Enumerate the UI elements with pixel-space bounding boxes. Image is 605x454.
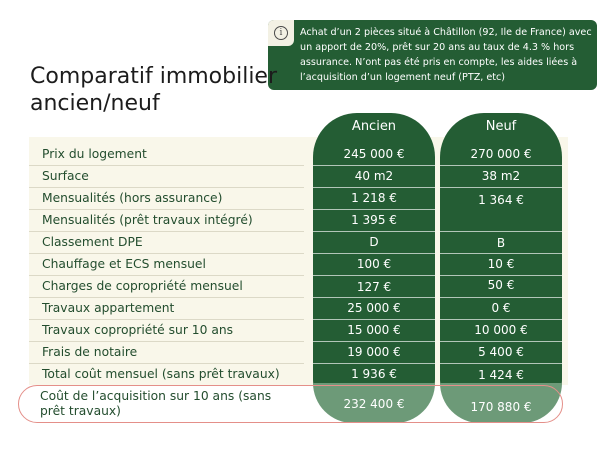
row-divider: [313, 319, 435, 320]
row-divider: [440, 363, 562, 364]
row-divider: [313, 341, 435, 342]
row-divider: [29, 253, 304, 254]
row-value-neuf: 5 400 €: [478, 345, 524, 359]
row-value-ancien: 245 000 €: [343, 147, 405, 161]
row-label: Total coût mensuel (sans prêt travaux): [42, 367, 280, 381]
table-row: Classement DPE D B: [29, 231, 568, 253]
row-value-neuf: 50 €: [487, 278, 515, 292]
column-ancien-total-area: [313, 383, 435, 423]
row-divider: [440, 275, 562, 276]
row-divider: [29, 341, 304, 342]
column-ancien: [313, 113, 435, 423]
row-label: Travaux copropriété sur 10 ans: [42, 323, 234, 337]
row-value-neuf: B: [496, 236, 506, 250]
row-value-ancien: 127 €: [356, 280, 392, 294]
row-value-neuf: 10 000 €: [474, 323, 528, 337]
row-divider: [29, 319, 304, 320]
row-divider: [29, 165, 304, 166]
row-divider: [440, 253, 562, 254]
row-divider: [440, 165, 562, 166]
row-value-neuf: 270 000 €: [470, 147, 532, 161]
row-value-ancien: D: [369, 235, 379, 249]
row-divider: [440, 341, 562, 342]
table-row: Chauffage et ECS mensuel 100 € 10 €: [29, 253, 568, 275]
row-value-neuf: [440, 209, 562, 231]
row-value-ancien: 19 000 €: [347, 345, 401, 359]
row-divider: [29, 209, 304, 210]
row-divider: [313, 363, 435, 364]
row-value-neuf: 38 m2: [481, 169, 521, 183]
info-icon-badge: i: [268, 20, 294, 46]
row-divider: [29, 231, 304, 232]
row-value-ancien: 1 218 €: [351, 191, 397, 205]
row-divider: [313, 187, 435, 188]
info-text: Achat d’un 2 pièces situé à Châtillon (9…: [300, 27, 592, 83]
row-divider: [29, 275, 304, 276]
total-value-ancien: 232 400 €: [343, 397, 405, 411]
row-divider: [313, 275, 435, 276]
column-neuf: [440, 113, 562, 423]
total-value-neuf: 170 880 €: [470, 400, 532, 414]
row-value-ancien: 25 000 €: [347, 301, 401, 315]
total-row-highlight: [18, 385, 563, 423]
table-row: Total coût mensuel (sans prêt travaux) 1…: [29, 363, 568, 385]
row-divider: [313, 253, 435, 254]
row-label: Travaux appartement: [42, 301, 175, 315]
row-value-ancien: 1 936 €: [351, 367, 397, 381]
info-box: [268, 20, 597, 90]
row-divider: [440, 187, 562, 188]
row-divider: [29, 187, 304, 188]
row-value-ancien: 40 m2: [354, 169, 394, 183]
info-icon: i: [274, 26, 288, 40]
row-divider: [440, 297, 562, 298]
row-value-ancien: 1 395 €: [351, 213, 397, 227]
row-value-neuf: 1 364 €: [478, 193, 524, 207]
total-row-label: Coût de l’acquisition sur 10 ans (sans p…: [40, 389, 272, 418]
column-header-neuf: Neuf: [485, 119, 517, 134]
row-divider: [313, 297, 435, 298]
row-value-ancien: 15 000 €: [347, 323, 401, 337]
column-header-ancien: Ancien: [351, 119, 397, 134]
table-row: Mensualités (prêt travaux intégré) 1 395…: [29, 209, 568, 231]
row-value-neuf: 0 €: [491, 301, 511, 315]
table-row: Travaux copropriété sur 10 ans 15 000 € …: [29, 319, 568, 341]
row-value-ancien: 100 €: [356, 257, 392, 271]
row-divider: [440, 231, 562, 232]
row-label: Surface: [42, 169, 89, 183]
row-divider: [29, 297, 304, 298]
table-row: Surface 40 m2 38 m2: [29, 165, 568, 187]
table-row: Mensualités (hors assurance) 1 218 € 1 3…: [29, 187, 568, 209]
row-label: Classement DPE: [42, 235, 143, 249]
row-divider: [313, 231, 435, 232]
row-value-neuf: 1 424 €: [478, 368, 524, 382]
table-row: Charges de copropriété mensuel 127 € 50 …: [29, 275, 568, 297]
row-label: Chauffage et ECS mensuel: [42, 257, 206, 271]
row-label: Mensualités (prêt travaux intégré): [42, 213, 253, 227]
table-row: Frais de notaire 19 000 € 5 400 €: [29, 341, 568, 363]
row-divider: [313, 209, 435, 210]
table-row: Travaux appartement 25 000 € 0 €: [29, 297, 568, 319]
row-label: Mensualités (hors assurance): [42, 191, 223, 205]
row-divider: [440, 319, 562, 320]
row-label: Prix du logement: [42, 147, 147, 161]
page-title: Comparatif immobilier ancien/neuf: [30, 64, 278, 116]
row-divider: [313, 165, 435, 166]
column-neuf-total-area: [440, 383, 562, 423]
row-label: Frais de notaire: [42, 345, 138, 359]
row-label: Charges de copropriété mensuel: [42, 279, 243, 293]
row-value-neuf: 10 €: [487, 257, 515, 271]
row-divider: [29, 363, 304, 364]
table-row: Prix du logement 245 000 € 270 000 €: [29, 143, 568, 165]
